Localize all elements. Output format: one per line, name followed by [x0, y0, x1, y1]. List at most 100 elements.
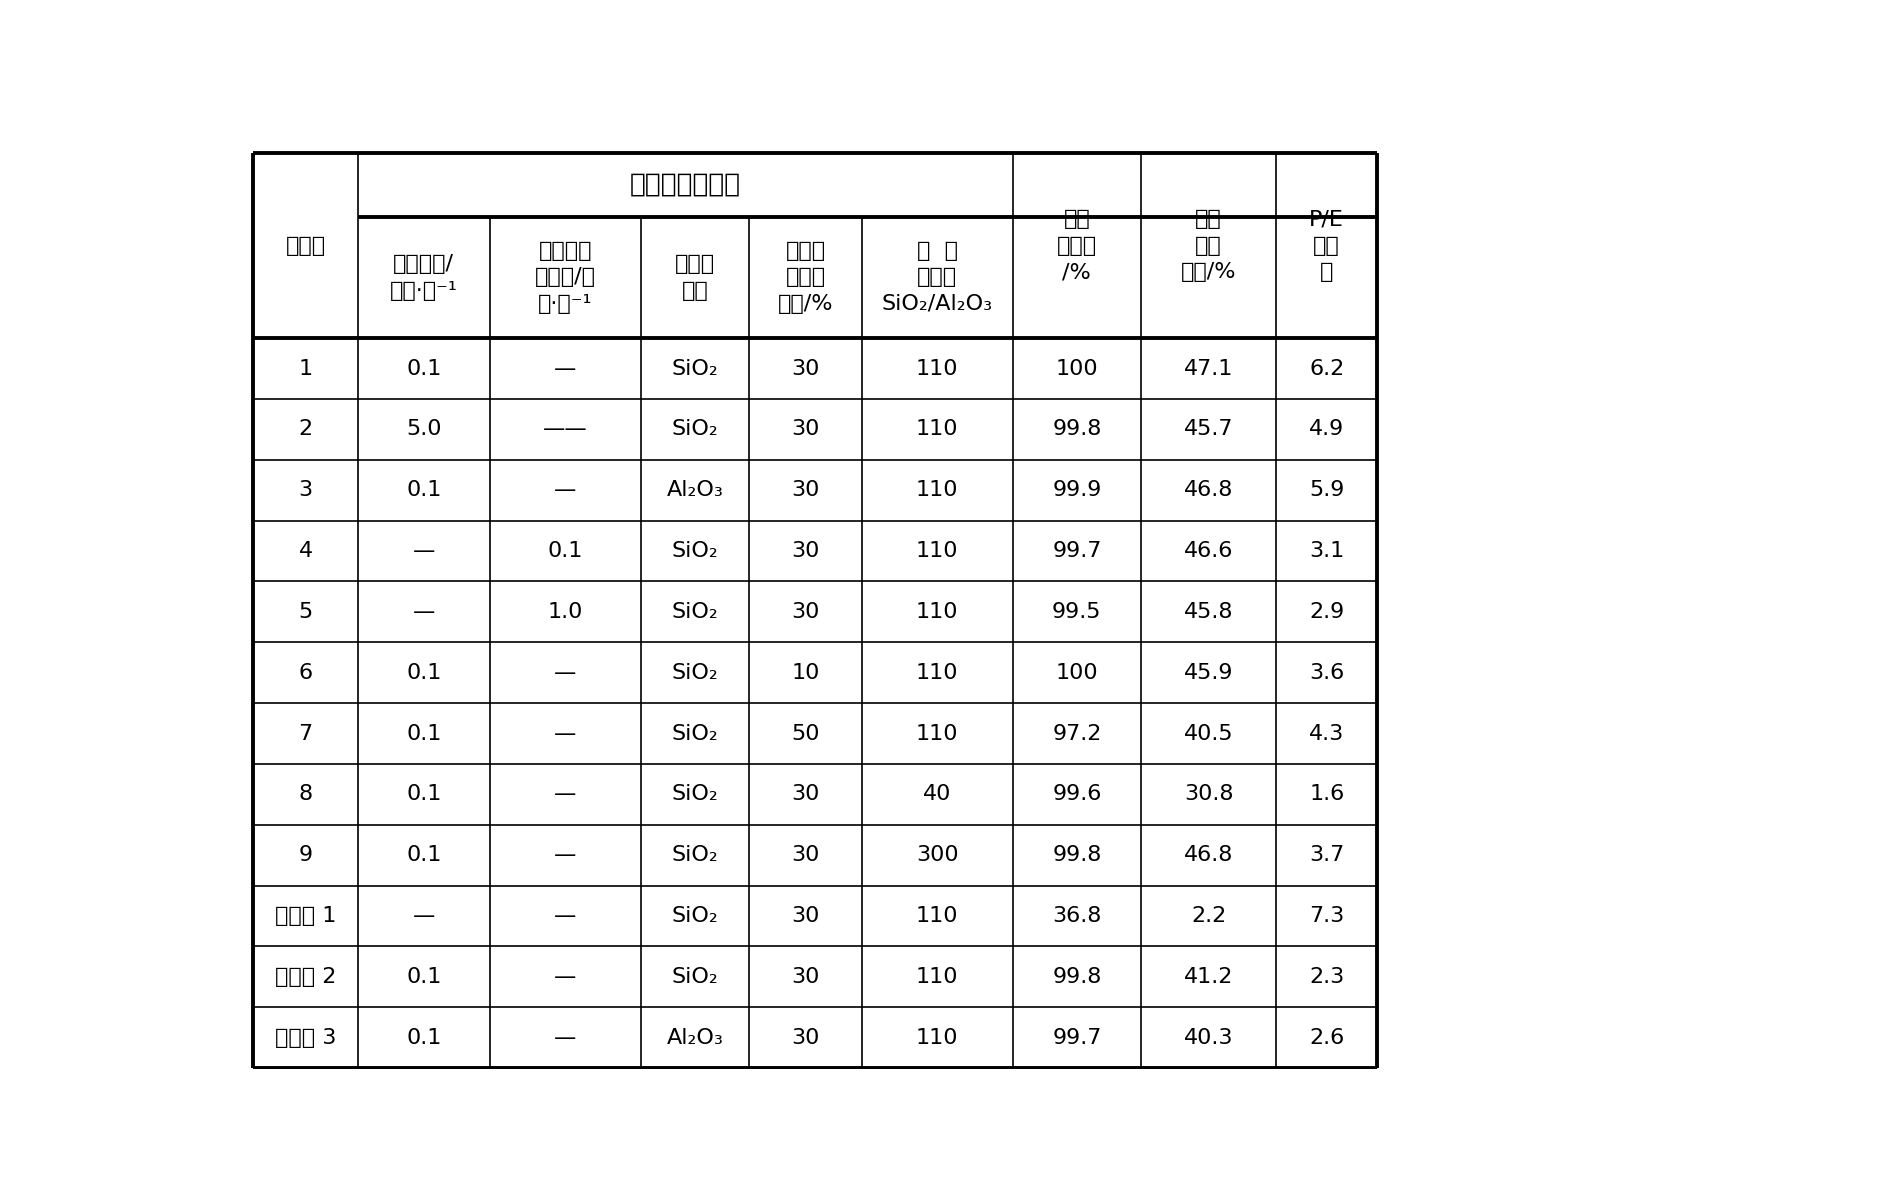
Text: 10: 10 [792, 663, 820, 682]
Text: 3.6: 3.6 [1309, 663, 1344, 682]
Text: 盐酸浓度/
摩尔·升⁻¹: 盐酸浓度/ 摩尔·升⁻¹ [390, 255, 459, 300]
Text: 99.9: 99.9 [1052, 480, 1102, 501]
Text: 100: 100 [1056, 663, 1098, 682]
Text: 4: 4 [299, 542, 312, 561]
Text: —: — [554, 663, 577, 682]
Text: 45.8: 45.8 [1184, 602, 1233, 622]
Text: —: — [554, 1028, 577, 1047]
Text: SiO₂: SiO₂ [672, 419, 719, 440]
Text: —: — [554, 784, 577, 805]
Text: 5: 5 [299, 602, 312, 622]
Text: 0.1: 0.1 [548, 542, 582, 561]
Text: 30: 30 [792, 602, 820, 622]
Text: 110: 110 [915, 480, 959, 501]
Text: 砂酸鐵溶
液浓度/摩
尔·升⁻¹: 砂酸鐵溶 液浓度/摩 尔·升⁻¹ [535, 241, 596, 313]
Text: 9: 9 [299, 846, 312, 865]
Text: 7.3: 7.3 [1309, 906, 1344, 926]
Text: 3.1: 3.1 [1309, 542, 1344, 561]
Text: 30: 30 [792, 419, 820, 440]
Text: 46.8: 46.8 [1184, 480, 1233, 501]
Text: 实施例: 实施例 [285, 235, 325, 256]
Text: 3.7: 3.7 [1309, 846, 1344, 865]
Text: 5.9: 5.9 [1309, 480, 1344, 501]
Text: 分子筛制备条件: 分子筛制备条件 [630, 172, 740, 198]
Text: 99.5: 99.5 [1052, 602, 1102, 622]
Text: —: — [554, 906, 577, 926]
Text: 40.5: 40.5 [1184, 723, 1233, 743]
Text: 比较例 2: 比较例 2 [276, 967, 337, 987]
Text: SiO₂: SiO₂ [672, 967, 719, 987]
Text: 30: 30 [792, 480, 820, 501]
Text: 110: 110 [915, 419, 959, 440]
Text: 30: 30 [792, 906, 820, 926]
Text: —: — [554, 359, 577, 378]
Text: 1: 1 [299, 359, 312, 378]
Text: 110: 110 [915, 542, 959, 561]
Text: 30.8: 30.8 [1184, 784, 1233, 805]
Text: 1.6: 1.6 [1309, 784, 1344, 805]
Text: 粘结剂
重量百
分比/%: 粘结剂 重量百 分比/% [778, 241, 834, 313]
Text: —: — [413, 906, 436, 926]
Text: 110: 110 [915, 906, 959, 926]
Text: 36.8: 36.8 [1052, 906, 1102, 926]
Text: SiO₂: SiO₂ [672, 906, 719, 926]
Text: 40.3: 40.3 [1184, 1028, 1233, 1047]
Text: 硅  铝
摩尔比
SiO₂/Al₂O₃: 硅 铝 摩尔比 SiO₂/Al₂O₃ [881, 241, 993, 313]
Text: Al₂O₃: Al₂O₃ [666, 480, 723, 501]
Text: —: — [554, 967, 577, 987]
Text: 比较例 3: 比较例 3 [276, 1028, 337, 1047]
Text: 99.8: 99.8 [1052, 846, 1102, 865]
Text: 30: 30 [792, 1028, 820, 1047]
Text: SiO₂: SiO₂ [672, 784, 719, 805]
Text: 300: 300 [915, 846, 959, 865]
Text: 0.1: 0.1 [405, 359, 441, 378]
Text: 110: 110 [915, 602, 959, 622]
Text: 45.7: 45.7 [1184, 419, 1233, 440]
Text: 110: 110 [915, 663, 959, 682]
Text: SiO₂: SiO₂ [672, 846, 719, 865]
Text: 0.1: 0.1 [405, 784, 441, 805]
Text: SiO₂: SiO₂ [672, 359, 719, 378]
Text: 0.1: 0.1 [405, 663, 441, 682]
Text: 110: 110 [915, 359, 959, 378]
Text: P/E
质量
比: P/E 质量 比 [1309, 209, 1344, 282]
Text: —: — [554, 723, 577, 743]
Text: 0.1: 0.1 [405, 846, 441, 865]
Text: 0.1: 0.1 [405, 1028, 441, 1047]
Text: SiO₂: SiO₂ [672, 663, 719, 682]
Text: 99.8: 99.8 [1052, 967, 1102, 987]
Text: SiO₂: SiO₂ [672, 723, 719, 743]
Text: 99.7: 99.7 [1052, 542, 1102, 561]
Text: 41.2: 41.2 [1184, 967, 1233, 987]
Text: 2.2: 2.2 [1191, 906, 1226, 926]
Text: SiO₂: SiO₂ [672, 542, 719, 561]
Text: 丙烯
质量
收率/%: 丙烯 质量 收率/% [1182, 209, 1237, 282]
Text: 3: 3 [299, 480, 312, 501]
Text: 30: 30 [792, 846, 820, 865]
Text: 30: 30 [792, 359, 820, 378]
Text: 97.2: 97.2 [1052, 723, 1102, 743]
Text: —: — [554, 846, 577, 865]
Text: 110: 110 [915, 723, 959, 743]
Text: Al₂O₃: Al₂O₃ [666, 1028, 723, 1047]
Text: 1.0: 1.0 [548, 602, 582, 622]
Text: 5.0: 5.0 [405, 419, 441, 440]
Text: ——: —— [542, 419, 588, 440]
Text: 6: 6 [299, 663, 312, 682]
Text: 100: 100 [1056, 359, 1098, 378]
Text: 30: 30 [792, 542, 820, 561]
Text: 粘合剂
种类: 粘合剂 种类 [676, 255, 716, 300]
Text: 30: 30 [792, 784, 820, 805]
Text: 8: 8 [299, 784, 312, 805]
Text: 46.6: 46.6 [1184, 542, 1233, 561]
Text: 0.1: 0.1 [405, 723, 441, 743]
Text: 2.9: 2.9 [1309, 602, 1344, 622]
Text: 50: 50 [792, 723, 820, 743]
Text: 47.1: 47.1 [1184, 359, 1233, 378]
Text: 30: 30 [792, 967, 820, 987]
Text: 6.2: 6.2 [1309, 359, 1344, 378]
Text: 99.8: 99.8 [1052, 419, 1102, 440]
Text: 46.8: 46.8 [1184, 846, 1233, 865]
Text: 2: 2 [299, 419, 312, 440]
Text: 110: 110 [915, 967, 959, 987]
